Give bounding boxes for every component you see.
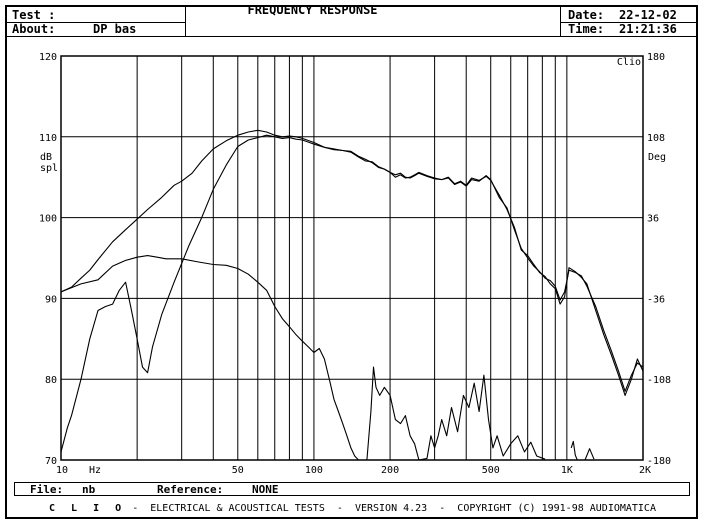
y2-axis-label: Deg (648, 152, 666, 163)
about-label: About: (12, 22, 56, 36)
page-title: FREQUENCY RESPONSE (247, 3, 378, 17)
header-row-divider (7, 22, 185, 23)
x-tick-label: 50 (232, 465, 244, 476)
date-label: Date: (568, 8, 605, 22)
chart-grid (61, 56, 643, 460)
y2-tick-label: 180 (647, 52, 665, 63)
y2-tick-label: 108 (647, 133, 665, 144)
x-tick-label: 200 (381, 465, 399, 476)
x-tick-label: 10 (56, 465, 68, 476)
x-unit-label: Hz (89, 465, 101, 476)
file-label: File: (30, 483, 64, 496)
series-line (60, 255, 359, 461)
header-divider (7, 36, 697, 37)
x-tick-label: 2K (639, 465, 651, 476)
header-sep-right (560, 7, 561, 36)
series-line (60, 134, 644, 453)
y-tick-label: 110 (39, 133, 57, 144)
y-axis-label: dB (40, 152, 52, 163)
chart-series (60, 129, 644, 461)
footer-banner: C L I O - ELECTRICAL & ACOUSTICAL TESTS … (0, 503, 705, 515)
y2-tick-label: -108 (647, 375, 671, 386)
series-line (366, 366, 546, 461)
series-line (570, 440, 578, 461)
window-frame (5, 5, 698, 519)
y2-tick-label: -36 (647, 294, 665, 305)
y2-tick-label: -180 (647, 456, 671, 467)
reference-value: NONE (252, 483, 279, 496)
x-tick-label: 1K (561, 465, 573, 476)
reference-label: Reference: (157, 483, 224, 496)
test-label: Test : (12, 8, 56, 22)
plot-border (60, 55, 644, 461)
time-label: Time: (568, 22, 605, 36)
y-axis-label-unit: spl (40, 163, 58, 174)
series-line (584, 448, 595, 461)
y-tick-label: 100 (39, 214, 57, 225)
y-tick-label: 120 (39, 52, 57, 63)
series-line (60, 129, 644, 392)
brand-name: C L I O (49, 503, 127, 514)
copyright-text: - ELECTRICAL & ACOUSTICAL TESTS - VERSIO… (126, 503, 656, 514)
x-tick-label: 500 (482, 465, 500, 476)
y2-corner-label: Clio (617, 57, 641, 68)
date-value: 22-12-02 (619, 8, 677, 22)
chart-ticks: 70 80 90 100 110 120 -180 -108 -36 36 108 180 10 50 10… (39, 52, 671, 476)
y-tick-label: 80 (45, 375, 57, 386)
header-sep-left (185, 7, 186, 36)
about-value: DP bas (93, 22, 137, 36)
time-value: 21:21:36 (619, 22, 677, 36)
file-info-bar (14, 482, 690, 496)
y-tick-label: 70 (45, 456, 57, 467)
header-row-divider-right (560, 22, 697, 23)
x-tick-label: 100 (305, 465, 323, 476)
file-value: nb (82, 483, 96, 496)
y2-tick-label: 36 (647, 214, 659, 225)
y-tick-label: 90 (45, 294, 57, 305)
